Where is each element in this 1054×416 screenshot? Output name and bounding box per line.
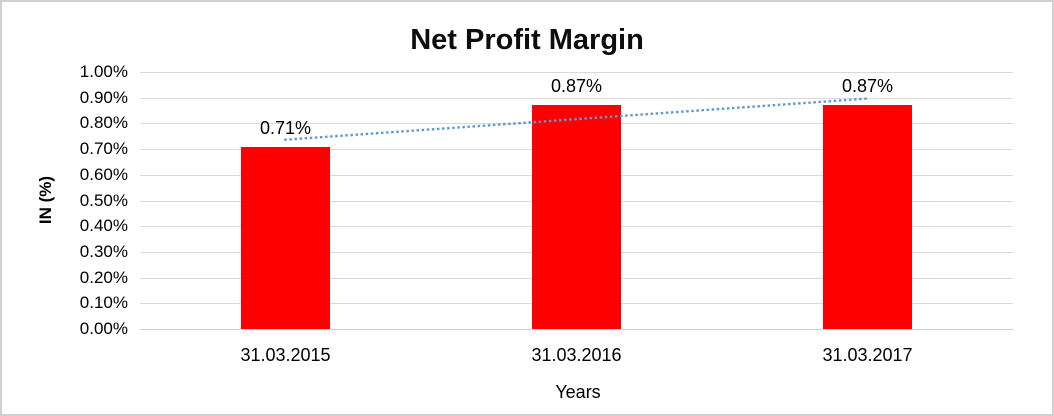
bar (241, 146, 330, 329)
y-tick-label: 0.40% (79, 216, 128, 236)
y-tick-label: 0.90% (79, 87, 128, 107)
gridline (140, 97, 1013, 99)
y-tick-label: 0.50% (79, 190, 128, 210)
y-tick-label: 0.30% (79, 241, 128, 261)
y-tick-label: 0.70% (79, 139, 128, 159)
chart-title: Net Profit Margin (410, 24, 644, 56)
bar-data-label: 0.87% (550, 76, 603, 97)
y-tick-label: 0.60% (79, 164, 128, 184)
x-category-label: 31.03.2015 (240, 345, 331, 365)
bar-data-label: 0.71% (259, 117, 312, 138)
x-category-label: 31.03.2017 (822, 345, 913, 365)
y-tick-label: 0.80% (79, 113, 128, 133)
bar-data-label: 0.87% (841, 76, 894, 97)
y-tick-label: 0.00% (79, 319, 128, 338)
y-tick-label: 0.10% (79, 293, 128, 313)
y-tick-label: 0.20% (79, 267, 128, 287)
x-axis-title: Years (555, 382, 601, 402)
x-axis-line (140, 329, 1013, 330)
x-category-label: 31.03.2016 (531, 345, 622, 365)
y-tick-label: 1.00% (79, 62, 128, 81)
gridline (140, 72, 1013, 73)
y-axis-title: IN (%) (36, 175, 55, 225)
bar (823, 105, 912, 329)
bar (532, 105, 621, 329)
